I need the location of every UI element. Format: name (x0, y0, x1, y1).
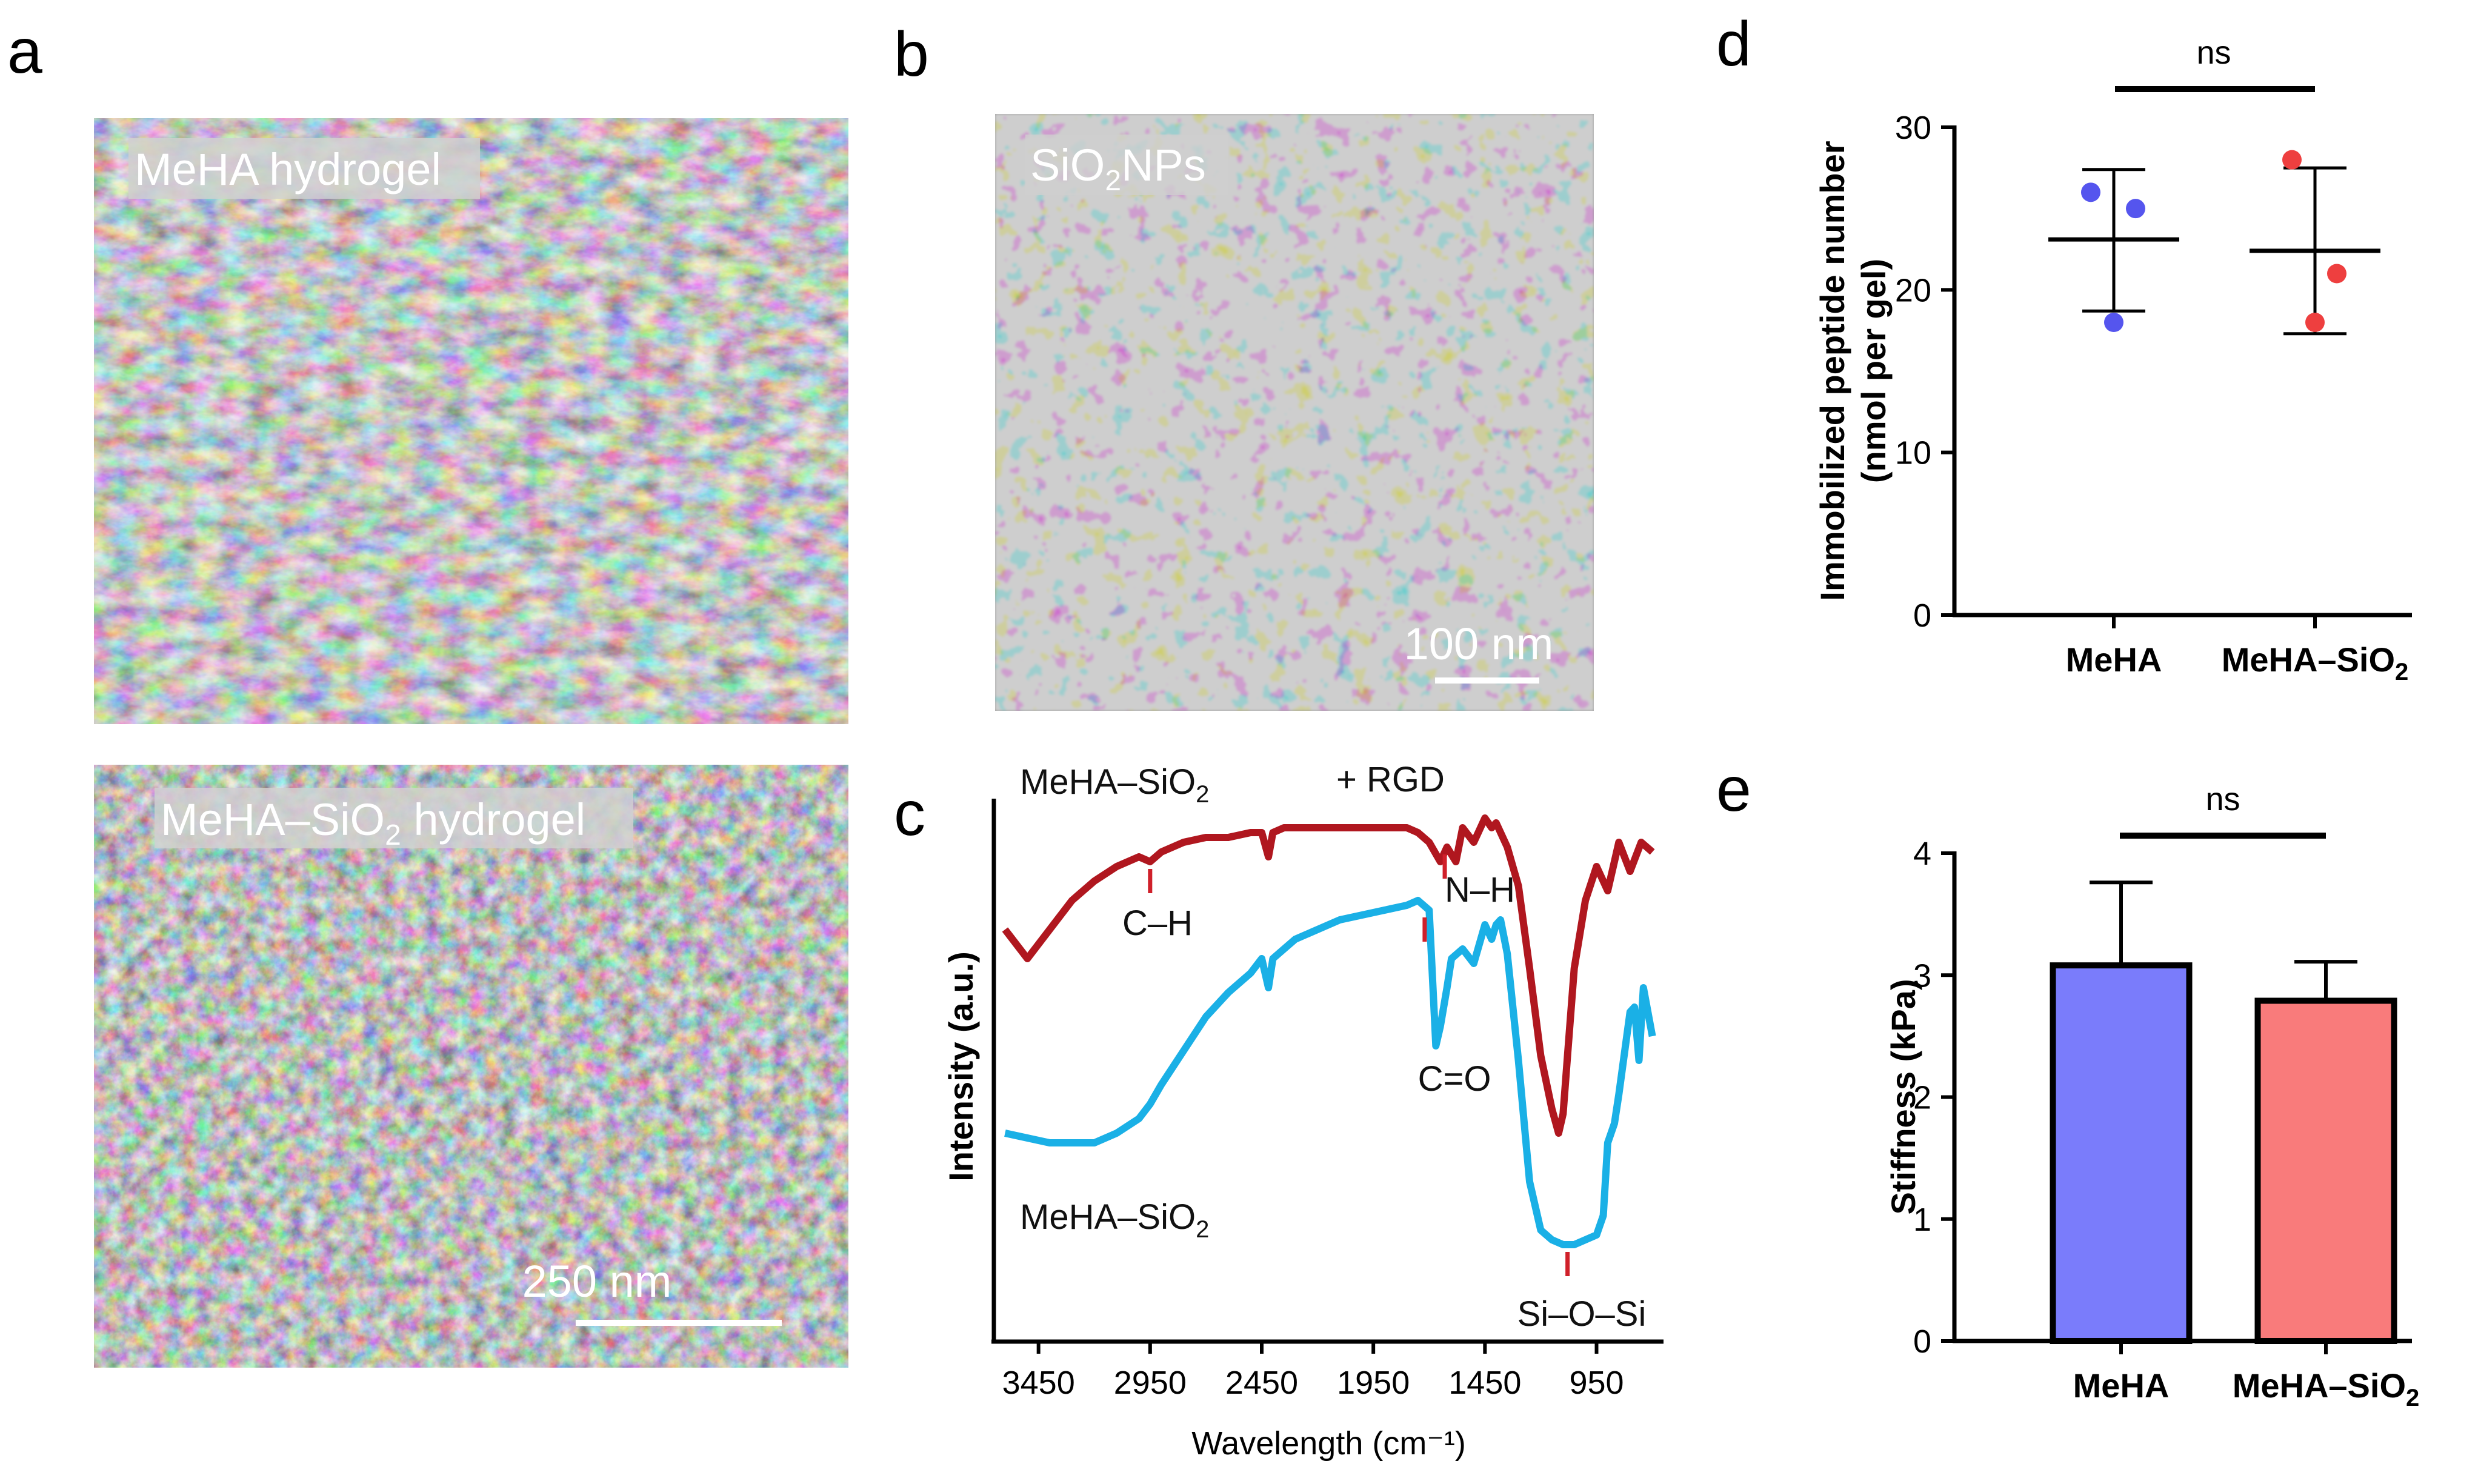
d-category-label: MeHA–SiO2 (2222, 641, 2409, 685)
tem-scale-bar (1435, 677, 1539, 684)
d-data-point (2327, 264, 2346, 284)
panel-d-label: d (1716, 9, 1751, 79)
peak-label-ch: C–H (1122, 903, 1193, 943)
tem-tag-bg (1025, 135, 1228, 195)
ftir-top-series-label: MeHA–SiO2 (1020, 762, 1209, 808)
ftir-top-series-suffix: + RGD (1336, 760, 1445, 799)
sem-scale-label: 250 nm (522, 1256, 672, 1306)
e-y-tick-label: 2 (1913, 1080, 1931, 1116)
d-data-point (2081, 182, 2100, 202)
d-y-tick-label: 20 (1895, 272, 1931, 308)
e-bar (2254, 997, 2397, 1344)
peak-label-nh: N–H (1445, 870, 1515, 910)
panel-b-label: b (894, 19, 929, 90)
ftir-x-axis-title: Wavelength (cm⁻¹) (1191, 1425, 1466, 1462)
sem-tag-bg (128, 138, 480, 199)
sem-tag-meha: MeHA hydrogel (135, 144, 441, 195)
ftir-x-tick-label: 1950 (1337, 1365, 1410, 1401)
d-data-point (2126, 199, 2145, 219)
panel-a-label: a (7, 16, 42, 87)
panel-e-label: e (1716, 754, 1751, 825)
peak-label-co: C=O (1418, 1059, 1491, 1099)
d-data-point (2282, 150, 2302, 170)
ftir-x-tick-label: 2450 (1225, 1365, 1298, 1401)
panel-c-label: c (894, 779, 925, 849)
e-bar (2050, 962, 2193, 1344)
e-y-tick-label: 3 (1913, 957, 1931, 994)
tem-scale-label: 100 nm (1404, 619, 1554, 669)
d-y-tick-label: 10 (1895, 435, 1931, 471)
d-y-axis-title-line2: (nmol per gel) (1854, 259, 1893, 483)
d-data-point (2305, 313, 2325, 332)
ftir-x-tick-label: 1450 (1448, 1365, 1521, 1401)
ftir-line-meha-sio2 (1004, 897, 1656, 1248)
ftir-line-meha-sio2-rgd (1002, 814, 1655, 1137)
d-data-point (2104, 313, 2123, 332)
panel-d-significance: ns (2196, 35, 2231, 71)
tem-image-sio2-nps (995, 114, 1594, 711)
sem-tag-meha-sio2: MeHA–SiO2 hydrogel (161, 794, 585, 851)
ftir-y-axis-title: Intensity (a.u.) (942, 951, 980, 1182)
d-y-axis-title-line1: Immobilized peptide number (1813, 141, 1851, 601)
ftir-bottom-series-label: MeHA–SiO2 (1020, 1197, 1209, 1243)
e-y-tick-label: 4 (1913, 836, 1931, 872)
d-y-tick-label: 30 (1895, 110, 1931, 146)
e-category-label: MeHA–SiO2 (2233, 1366, 2420, 1411)
e-y-tick-label: 0 (1913, 1323, 1931, 1360)
panel-e-significance: ns (2205, 781, 2240, 817)
d-y-tick-label: 0 (1913, 597, 1931, 634)
e-y-tick-label: 1 (1913, 1202, 1931, 1238)
sem-scale-bar (576, 1320, 782, 1326)
e-y-axis-title: Stiffness (kPa) (1884, 979, 1922, 1215)
peak-label-si-o-si: Si–O–Si (1517, 1294, 1647, 1334)
sem-image-meha-sio2 (94, 765, 848, 1368)
ftir-x-tick-label: 950 (1569, 1365, 1624, 1401)
d-category-label: MeHA (2066, 641, 2162, 679)
ftir-axes (991, 799, 1664, 1344)
tem-tag: SiO2NPs (1030, 140, 1206, 197)
sem-tag-bg-2 (155, 788, 633, 848)
e-category-label: MeHA (2073, 1366, 2170, 1405)
ftir-x-tick-label: 2950 (1114, 1365, 1187, 1401)
sem-image-meha (94, 118, 848, 724)
ftir-x-tick-label: 3450 (1002, 1365, 1075, 1401)
